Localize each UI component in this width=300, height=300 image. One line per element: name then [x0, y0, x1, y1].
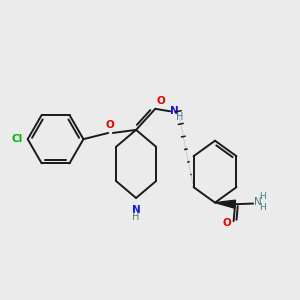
- Polygon shape: [215, 200, 236, 208]
- Text: N: N: [132, 205, 140, 215]
- Text: H: H: [259, 192, 266, 201]
- Text: O: O: [223, 218, 232, 228]
- Text: H: H: [132, 212, 140, 222]
- Text: O: O: [106, 121, 115, 130]
- Text: N: N: [254, 197, 262, 207]
- Text: H: H: [176, 112, 184, 122]
- Text: H: H: [259, 203, 266, 212]
- Text: N: N: [170, 106, 179, 116]
- Text: Cl: Cl: [12, 134, 23, 144]
- Text: O: O: [157, 96, 165, 106]
